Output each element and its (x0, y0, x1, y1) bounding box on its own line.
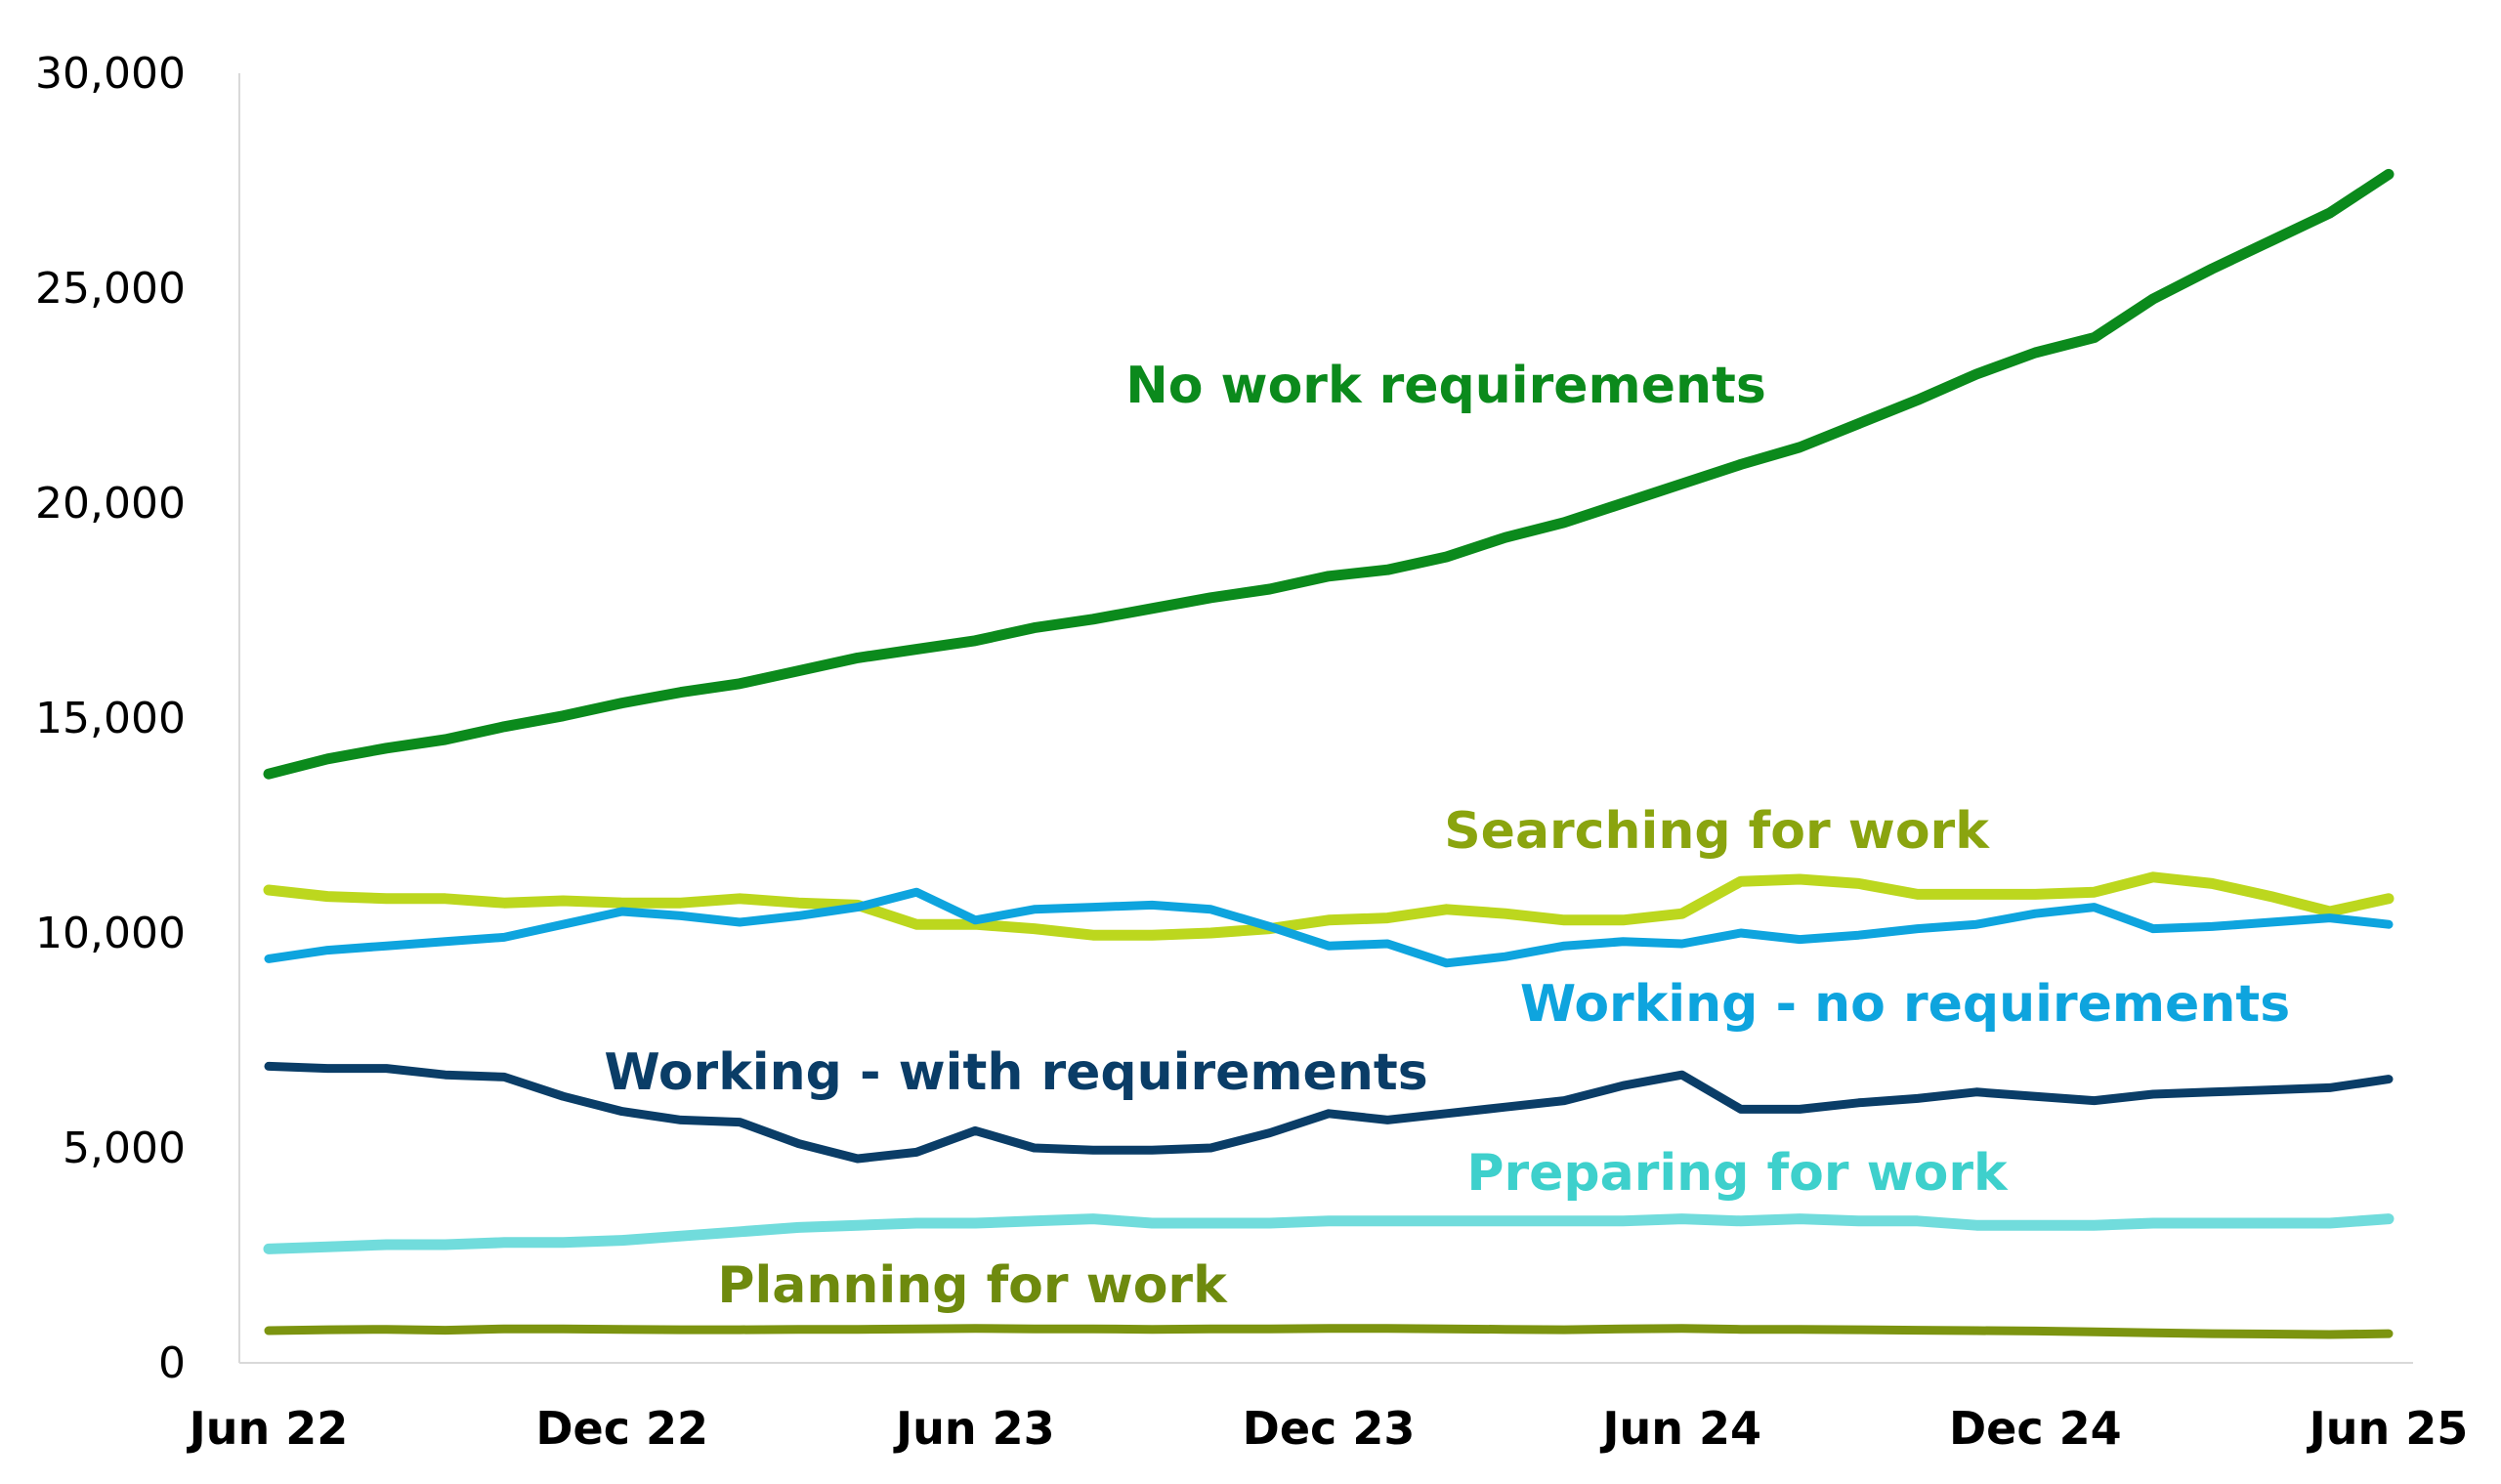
series-line-planning-for-work (264, 1324, 2394, 1339)
x-tick-label: Jun 25 (2307, 1402, 2469, 1455)
y-tick-label: 30,000 (35, 49, 186, 99)
series-line-preparing-for-work (263, 1213, 2395, 1254)
y-tick-label: 15,000 (35, 694, 186, 743)
axes (238, 73, 2413, 1364)
y-tick-label: 0 (158, 1338, 186, 1388)
x-axis-ticks: Jun 22 Dec 22 Jun 23 Dec 23 Jun 24 Dec 24 Jun … (187, 1402, 2469, 1455)
y-tick-label: 10,000 (35, 909, 186, 958)
series-labels: No work requirements Searching for work Wo… (604, 357, 2290, 1315)
y-tick-label: 5,000 (63, 1124, 186, 1173)
series-label-preparing-for-work: Preparing for work (1466, 1144, 2009, 1203)
x-tick-label: Dec 22 (535, 1402, 708, 1455)
x-tick-label: Dec 24 (1949, 1402, 2122, 1455)
series-line-no-work-requirements (263, 168, 2395, 780)
series-label-searching-for-work: Searching for work (1444, 802, 1990, 861)
series-label-working-no-requirements: Working - no requirements (1520, 975, 2290, 1034)
series-lines (263, 168, 2395, 1339)
x-tick-label: Jun 23 (893, 1402, 1055, 1455)
x-tick-label: Dec 23 (1243, 1402, 1416, 1455)
x-tick-label: Jun 22 (187, 1402, 349, 1455)
x-tick-label: Jun 24 (1599, 1402, 1761, 1455)
y-tick-label: 25,000 (35, 264, 186, 314)
y-axis-ticks: 0 5,000 10,000 15,000 20,000 25,000 30,000 (35, 49, 186, 1388)
series-label-planning-for-work: Planning for work (717, 1256, 1228, 1315)
series-line-searching-for-work (263, 871, 2395, 941)
y-tick-label: 20,000 (35, 479, 186, 529)
series-line-working-with-requirements (264, 1061, 2394, 1164)
series-line-working-no-requirements (264, 887, 2394, 968)
series-label-no-work-requirements: No work requirements (1125, 357, 1766, 415)
series-label-working-with-requirements: Working - with requirements (604, 1043, 1427, 1102)
